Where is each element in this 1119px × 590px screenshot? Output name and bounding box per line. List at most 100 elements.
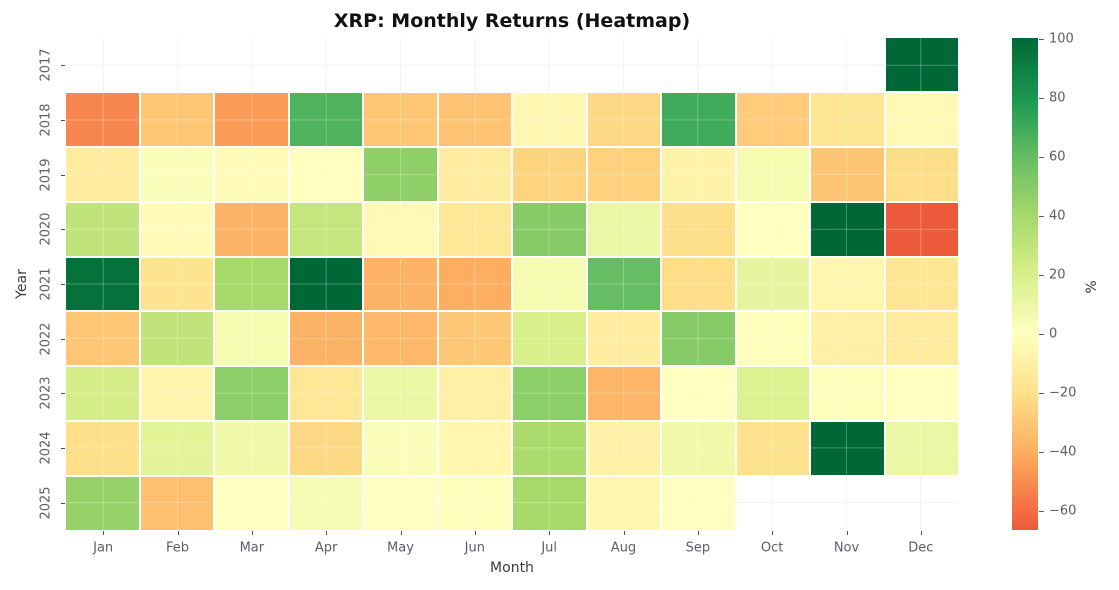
x-tick-label: Oct	[760, 540, 784, 556]
heatmap-cell	[885, 257, 958, 311]
heatmap-cell	[438, 312, 511, 366]
x-tick-label: Nov	[833, 540, 860, 556]
heatmap-cell-empty	[886, 477, 959, 530]
colorbar-tick-mark	[1039, 216, 1044, 218]
heatmap-cell-empty	[811, 38, 884, 91]
heatmap-cell	[662, 257, 735, 311]
y-tick-label: 2022	[38, 322, 54, 356]
y-tick-mark	[61, 65, 65, 67]
colorbar	[1012, 38, 1038, 530]
y-tick-mark	[61, 393, 65, 395]
x-tick-label: Jan	[93, 540, 114, 556]
heatmap-cell-empty	[513, 38, 586, 91]
heatmap-cell	[438, 257, 511, 311]
heatmap-cell	[587, 257, 660, 311]
y-tick-mark	[61, 120, 65, 121]
heatmap-cell-empty	[737, 477, 810, 530]
heatmap-cell	[736, 92, 809, 146]
heatmap-cell	[66, 367, 139, 421]
heatmap-cell	[662, 422, 735, 476]
y-tick-label: 2020	[38, 212, 54, 246]
x-tick-mark	[623, 531, 625, 535]
y-tick-label: 2017	[38, 48, 54, 82]
heatmap-cell	[811, 367, 884, 421]
heatmap-cell	[662, 147, 735, 201]
heatmap-cells	[66, 38, 958, 530]
heatmap-cell	[438, 422, 511, 476]
heatmap-cell	[662, 477, 735, 530]
heatmap-cell	[736, 257, 809, 311]
x-tick-mark	[177, 531, 179, 535]
heatmap-cell	[140, 147, 213, 201]
heatmap-cell	[66, 202, 139, 256]
colorbar-tick-label: −20	[1049, 385, 1077, 401]
heatmap-cell	[66, 312, 139, 366]
chart-title: XRP: Monthly Returns (Heatmap)	[333, 10, 691, 32]
heatmap-cell	[140, 422, 213, 476]
heatmap-cell	[811, 202, 884, 256]
heatmap-cell	[513, 477, 586, 530]
colorbar-label: %	[1084, 280, 1100, 294]
colorbar-tick-label: 20	[1049, 267, 1066, 283]
heatmap-cell-empty	[66, 38, 139, 91]
heatmap-plot-area	[66, 38, 958, 530]
heatmap-cell	[66, 257, 139, 311]
heatmap-cell	[587, 202, 660, 256]
heatmap-cell	[289, 477, 362, 530]
heatmap-cell	[662, 202, 735, 256]
x-tick-label: Jun	[464, 540, 485, 556]
heatmap-cell-empty	[364, 38, 437, 91]
colorbar-tick-label: 0	[1049, 326, 1058, 342]
background-gridlines	[66, 38, 958, 530]
x-tick-mark	[103, 531, 105, 535]
heatmap-cell	[215, 422, 288, 476]
heatmap-cell	[885, 312, 958, 366]
heatmap-cell	[364, 257, 437, 311]
heatmap-cell-empty	[588, 38, 661, 91]
x-tick-label: Dec	[908, 540, 934, 556]
heatmap-cell	[662, 312, 735, 366]
heatmap-cell	[438, 92, 511, 146]
heatmap-cell	[140, 367, 213, 421]
x-tick-mark	[326, 531, 328, 535]
y-tick-mark	[61, 502, 65, 504]
heatmap-cell	[215, 477, 288, 530]
heatmap-cell	[513, 92, 586, 146]
heatmap-cell	[513, 422, 586, 476]
heatmap-cell-empty	[439, 38, 512, 91]
heatmap-cell	[811, 312, 884, 366]
heatmap-cell	[364, 312, 437, 366]
heatmap-cell	[513, 147, 586, 201]
heatmap-cell	[811, 92, 884, 146]
heatmap-cell	[289, 92, 362, 146]
heatmap-cell-empty	[290, 38, 363, 91]
y-axis-label: Year	[14, 269, 30, 299]
heatmap-cell	[662, 92, 735, 146]
heatmap-cell	[289, 422, 362, 476]
heatmap-cell	[215, 257, 288, 311]
x-tick-label: Mar	[239, 540, 265, 556]
heatmap-cell	[811, 257, 884, 311]
heatmap-cell	[66, 147, 139, 201]
heatmap-cell	[215, 202, 288, 256]
heatmap-cell	[289, 202, 362, 256]
colorbar-tick-label: −60	[1049, 503, 1077, 519]
heatmap-cell	[289, 257, 362, 311]
colorbar-tick-mark	[1039, 275, 1044, 277]
colorbar-tick-label: 80	[1049, 90, 1066, 106]
colorbar-tick-mark	[1039, 98, 1044, 100]
heatmap-cell-empty	[662, 38, 735, 91]
x-tick-label: Aug	[610, 540, 637, 556]
x-tick-label: Apr	[314, 540, 338, 556]
heatmap-cell	[364, 92, 437, 146]
heatmap-cell	[885, 367, 958, 421]
heatmap-cell	[66, 92, 139, 146]
y-tick-label: 2024	[38, 431, 54, 465]
heatmap-cell	[438, 147, 511, 201]
heatmap-cell	[662, 367, 735, 421]
heatmap-cell	[513, 312, 586, 366]
heatmap-cell	[140, 257, 213, 311]
x-tick-label: Feb	[165, 540, 190, 556]
x-tick-mark	[251, 531, 253, 535]
